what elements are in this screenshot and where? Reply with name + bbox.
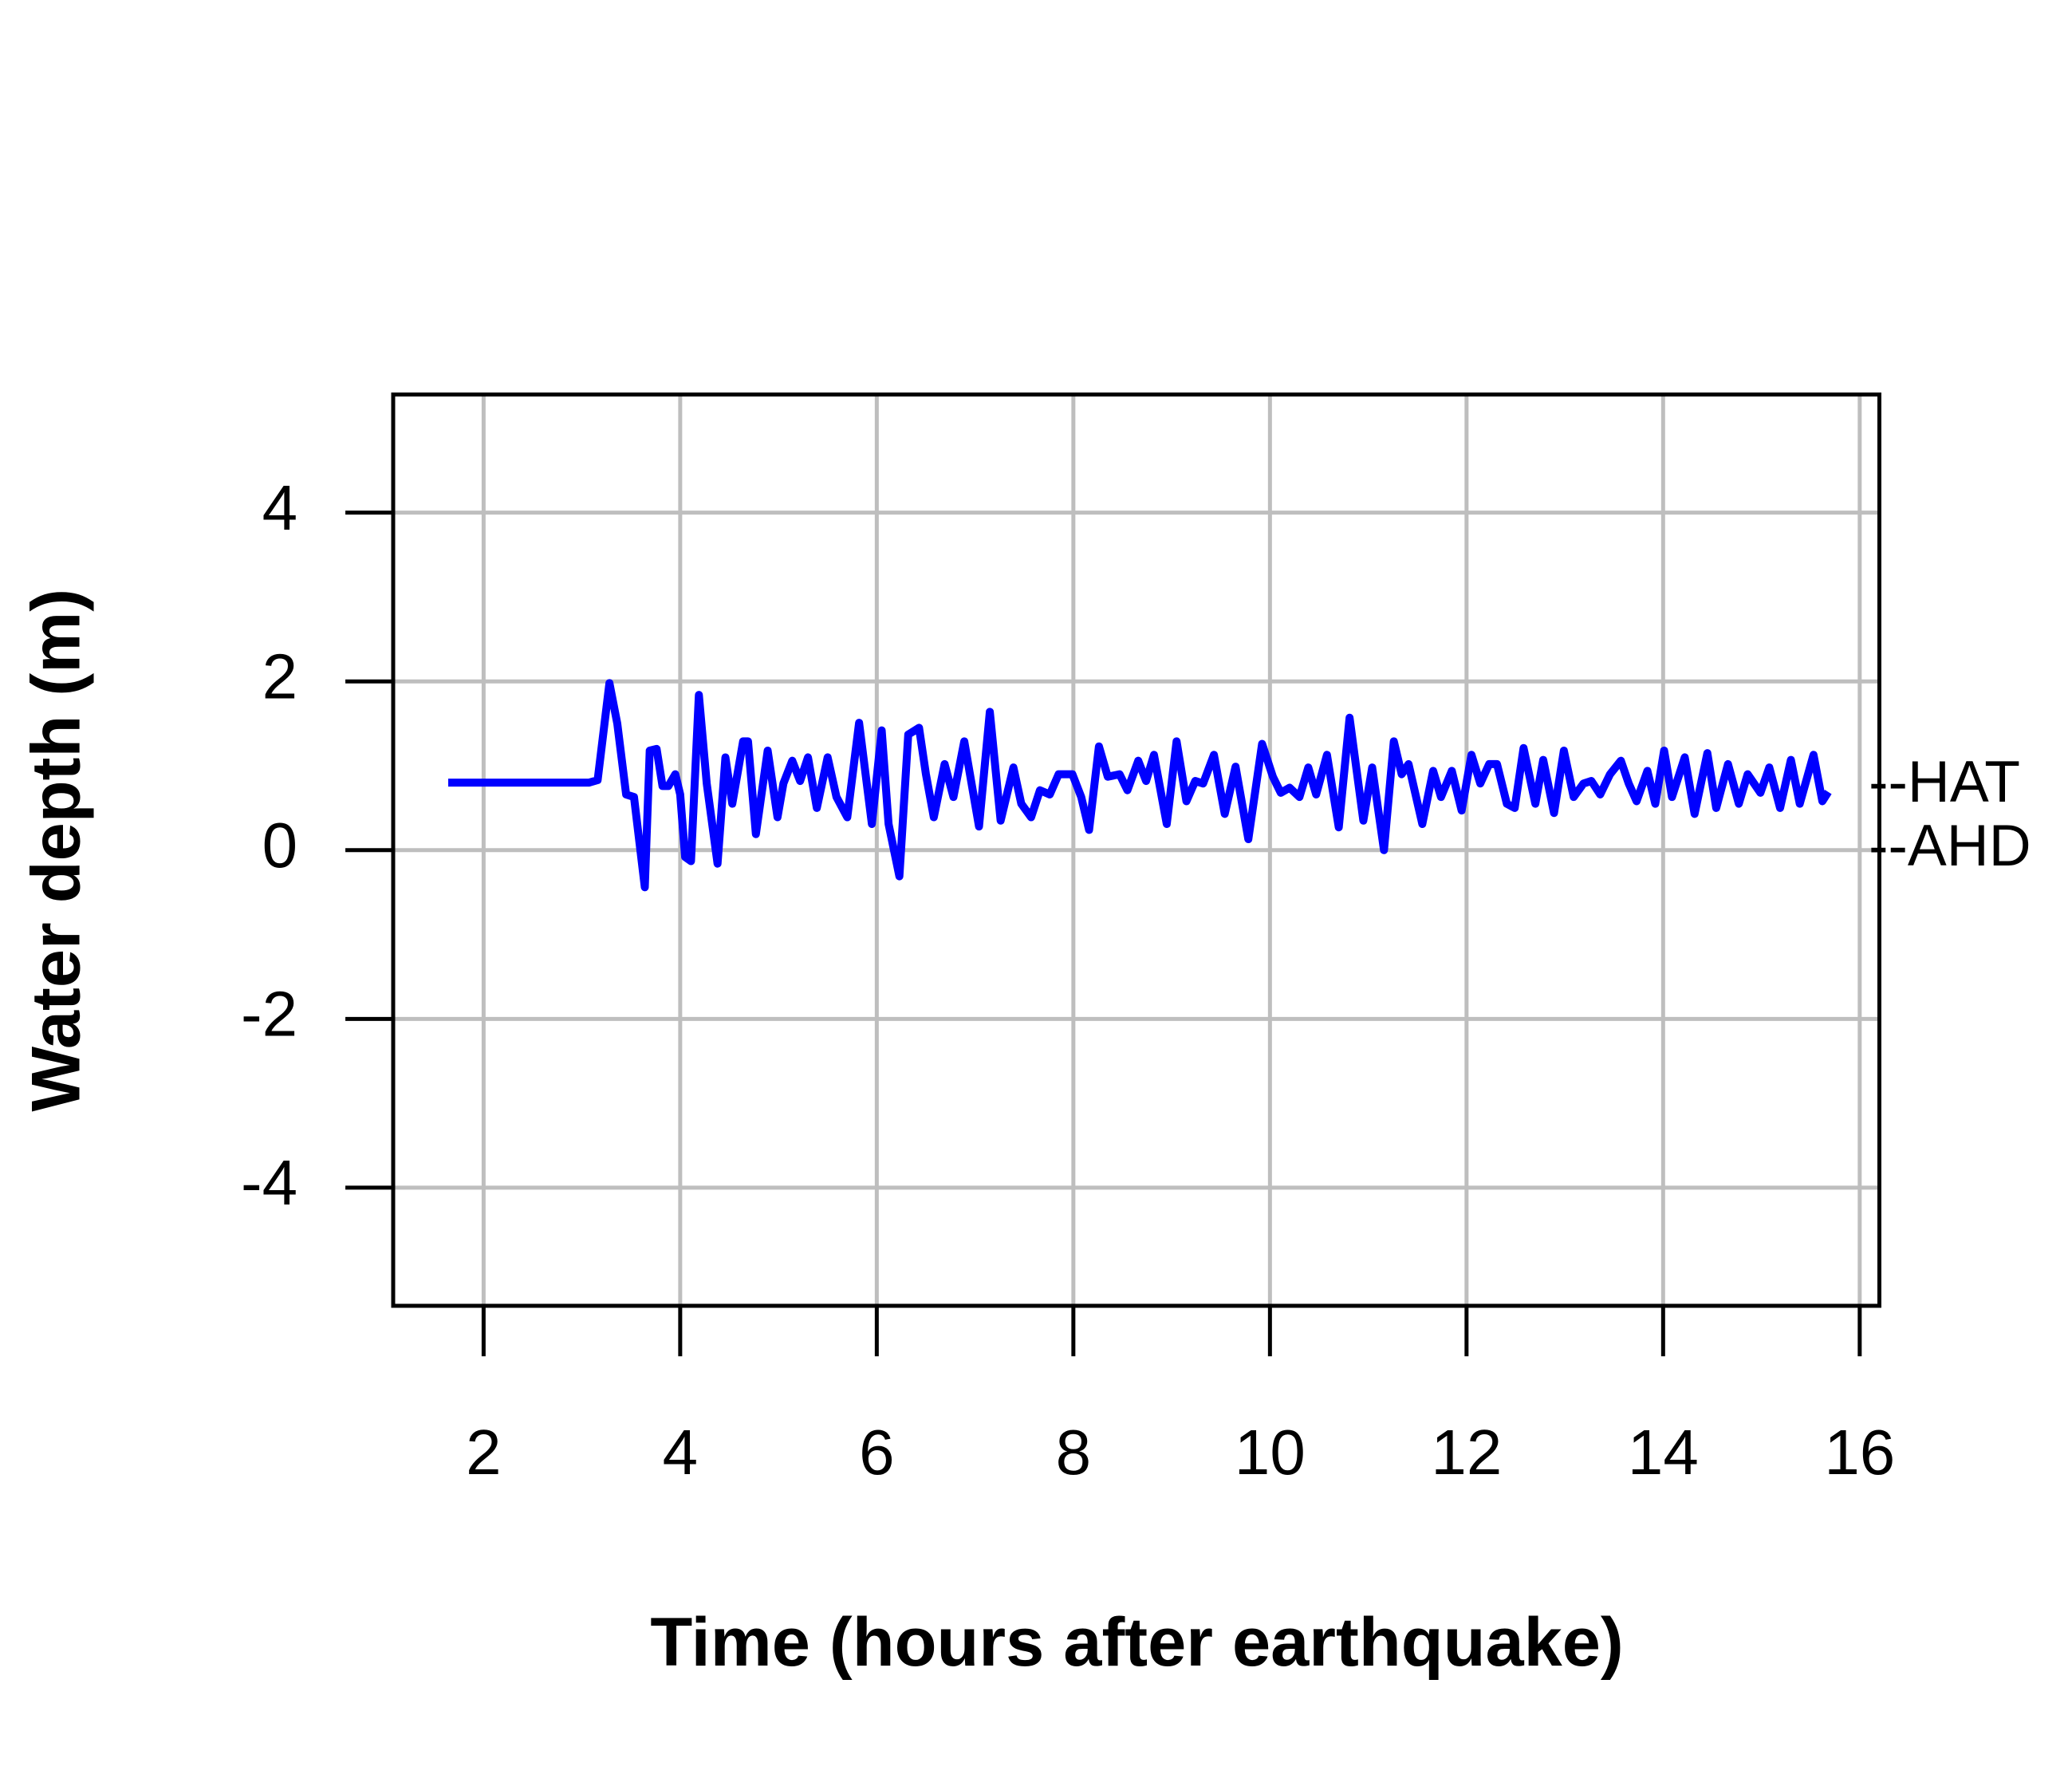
y-tick-label: -2 xyxy=(241,978,297,1049)
x-tick-label: 14 xyxy=(1628,1417,1699,1488)
y-tick-label: 4 xyxy=(262,472,297,543)
x-tick-label: 6 xyxy=(859,1417,894,1488)
x-tick-label: 12 xyxy=(1431,1417,1502,1488)
y-axis-title: Water depth (m) xyxy=(18,589,95,1112)
x-axis-title: Time (hours after earthquake) xyxy=(650,1604,1623,1681)
x-tick-label: 2 xyxy=(466,1417,501,1488)
y-tick-label: 2 xyxy=(262,641,297,712)
y-tick-label: -4 xyxy=(241,1147,297,1218)
x-tick-label: 8 xyxy=(1056,1417,1091,1488)
plot-frame xyxy=(391,392,1881,1308)
x-tick-label: 4 xyxy=(663,1417,698,1488)
x-tick-label: 16 xyxy=(1824,1417,1895,1488)
y-tick-label: 0 xyxy=(262,810,297,881)
data-line xyxy=(448,679,1832,892)
x-tick-label: 10 xyxy=(1235,1417,1306,1488)
annotation: --HAT xyxy=(1869,749,2020,814)
annotation: --AHD xyxy=(1869,813,2031,878)
